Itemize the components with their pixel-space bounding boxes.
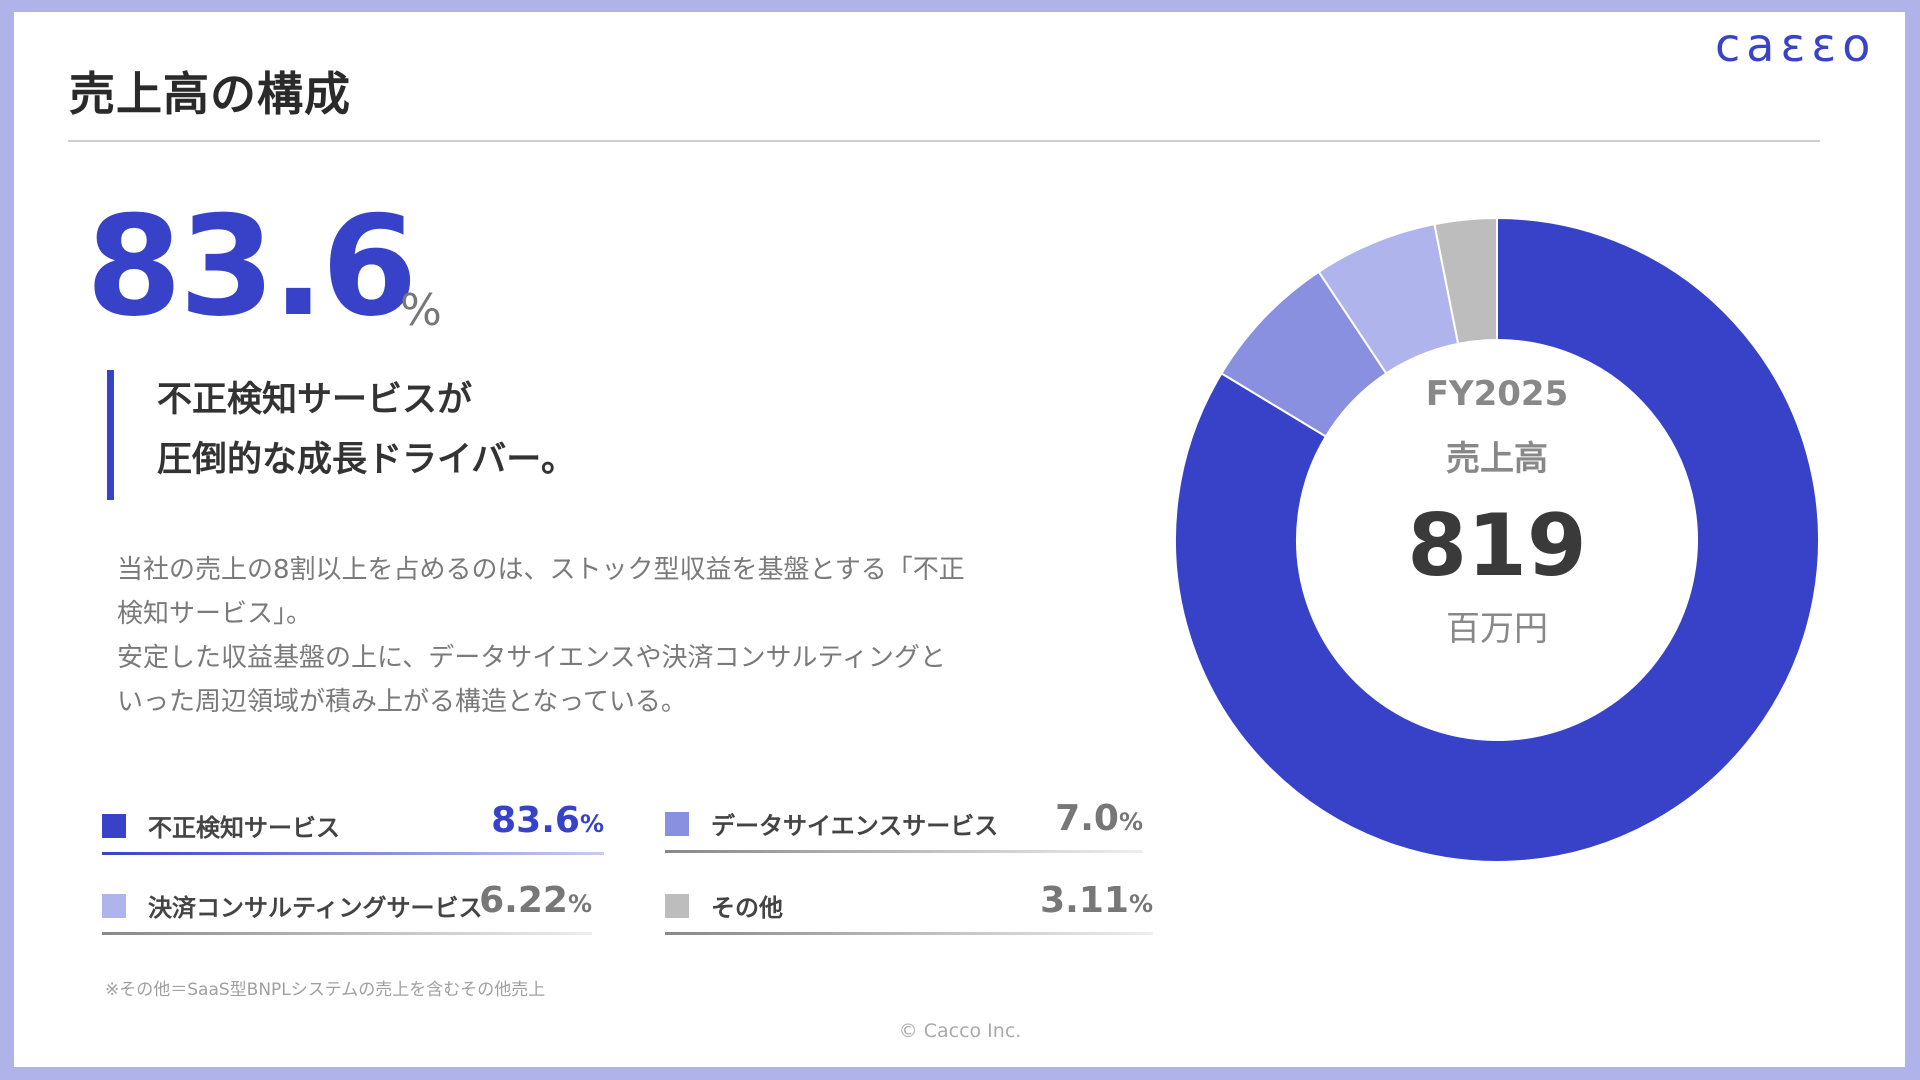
legend-label: その他 bbox=[711, 894, 783, 922]
donut-slices bbox=[1175, 216, 1820, 863]
legend-underline bbox=[665, 850, 1143, 853]
legend-value: 6.22% bbox=[479, 880, 592, 921]
footnote: ※その他＝SaaS型BNPLシステムの売上を含むその他売上 bbox=[105, 980, 546, 1000]
legend-swatch bbox=[665, 894, 689, 918]
legend-underline bbox=[665, 932, 1153, 935]
legend-label: 不正検知サービス bbox=[148, 814, 340, 842]
donut-center-year: FY2025 bbox=[1426, 374, 1568, 414]
donut-center-label: 売上高 bbox=[1446, 439, 1548, 479]
legend-item-fraud-detection: 不正検知サービス 83.6% bbox=[102, 800, 604, 855]
copyright: © Cacco Inc. bbox=[898, 1020, 1022, 1042]
description-line: 当社の売上の8割以上を占めるのは、ストック型収益を基盤とする「不正 bbox=[117, 555, 965, 585]
legend-value-number: 7.0 bbox=[1055, 798, 1119, 839]
legend-value-unit: % bbox=[1118, 808, 1143, 836]
title-divider bbox=[68, 140, 1820, 142]
legend-label: 決済コンサルティングサービス bbox=[148, 894, 483, 922]
headline-line-1: 不正検知サービスが bbox=[157, 380, 473, 420]
headline-block: 不正検知サービスが 圧倒的な成長ドライバー。 bbox=[107, 370, 576, 500]
page-title: 売上高の構成 bbox=[69, 67, 351, 121]
legend-swatch bbox=[102, 814, 126, 838]
company-logo: caεεo bbox=[1715, 18, 1877, 72]
legend-item-data-science: データサイエンスサービス 7.0% bbox=[665, 798, 1143, 853]
legend-value-unit: % bbox=[579, 810, 604, 838]
legend-swatch bbox=[102, 894, 126, 918]
description-line: 安定した収益基盤の上に、データサイエンスや決済コンサルティングと bbox=[117, 643, 946, 673]
headline-line-2: 圧倒的な成長ドライバー。 bbox=[157, 440, 576, 480]
description-line: 検知サービス」。 bbox=[117, 599, 313, 629]
legend-value: 3.11% bbox=[1040, 880, 1153, 921]
legend-swatch bbox=[665, 812, 689, 836]
key-percentage: 83.6 bbox=[86, 186, 417, 347]
description: 当社の売上の8割以上を占めるのは、ストック型収益を基盤とする「不正 検知サービス… bbox=[117, 548, 1047, 724]
legend-value-unit: % bbox=[1128, 890, 1153, 918]
legend-value: 7.0% bbox=[1055, 798, 1143, 839]
legend-value-number: 83.6 bbox=[491, 800, 580, 841]
legend-underline bbox=[102, 932, 592, 935]
slide bbox=[14, 12, 1905, 1067]
legend-underline bbox=[102, 852, 604, 855]
donut-slice-0 bbox=[1175, 216, 1820, 863]
key-percentage-unit: % bbox=[400, 285, 442, 336]
donut-chart: FY2025 売上高 819 百万円 bbox=[1175, 216, 1820, 863]
legend-item-payment-consulting: 決済コンサルティングサービス 6.22% bbox=[102, 880, 592, 935]
description-line: いった周辺領域が積み上がる構造となっている。 bbox=[117, 687, 687, 717]
legend-value-number: 6.22 bbox=[479, 880, 568, 921]
legend-label: データサイエンスサービス bbox=[711, 812, 999, 840]
legend-value-number: 3.11 bbox=[1040, 880, 1129, 921]
legend-item-other: その他 3.11% bbox=[665, 880, 1153, 935]
legend-value-unit: % bbox=[567, 890, 592, 918]
donut-center-value: 819 bbox=[1407, 496, 1587, 596]
donut-center-unit: 百万円 bbox=[1446, 609, 1548, 649]
legend-value: 83.6% bbox=[491, 800, 604, 841]
donut-slice-3 bbox=[1433, 216, 1498, 345]
